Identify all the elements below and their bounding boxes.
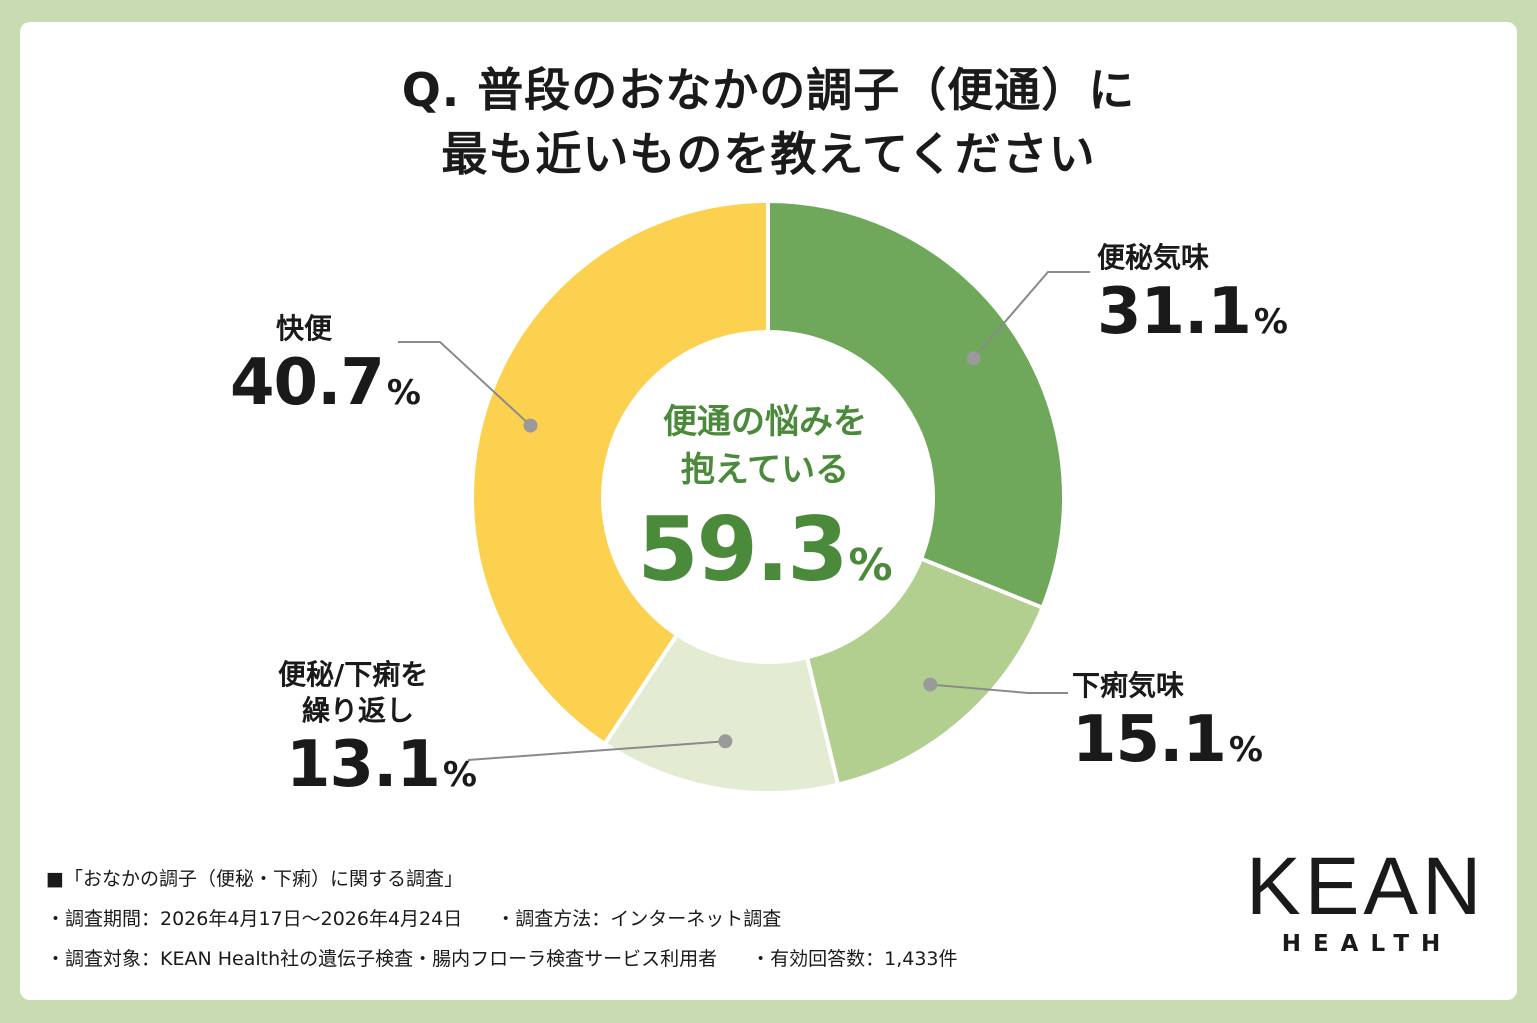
card-background [20,22,1517,1000]
slice-diarrhea [804,556,1046,788]
center-label-value: 59.3% [600,498,930,618]
label-diarrhea-unit: % [1228,730,1263,770]
center-label: 便通の悩みを 抱えている 59.3% [600,398,930,618]
leader-diarrhea [930,683,1068,694]
donut-slices [470,198,1066,795]
label-normal-number: 40.7 [230,346,385,420]
chart-title: Q. 普段のおなかの調子（便通）に 最も近いものを教えてください [0,58,1537,186]
label-normal-unit: % [386,373,421,413]
label-alternating-name-2: 繰り返し [302,694,415,727]
label-constipation-name: 便秘気味 [1097,241,1210,274]
label-constipation-number: 31.1 [1097,275,1252,349]
label-diarrhea-value: 15.1% [1072,704,1263,786]
label-alternating: 便秘/下痢を 繰り返し 13.1% [278,657,477,811]
center-value-unit: % [848,540,893,591]
center-value-number: 59.3 [637,498,848,601]
logo-sub: HEALTH [1281,931,1453,957]
label-alternating-value: 13.1% [286,729,477,811]
label-constipation-unit: % [1253,302,1288,342]
center-label-line-2: 抱えている [680,450,850,490]
leader-constipation [972,271,1090,359]
label-alternating-name-1: 便秘/下痢を [278,658,429,691]
label-normal-name: 快便 [276,312,333,345]
logo-word: KEAN [1246,841,1486,932]
label-diarrhea-number: 15.1 [1072,703,1227,777]
footer-survey-name: ■「おなかの調子（便秘・下痢）に関する調査」 [46,868,463,890]
leader-diarrhea-dot [923,677,938,692]
footer-line-2: ・調査期間：2026年4月17日〜2026年4月24日 ・調査方法：インターネット… [46,906,781,932]
label-diarrhea-name: 下痢気味 [1072,669,1185,702]
center-label-line-1: 便通の悩みを [663,402,867,442]
footer-method: ・調査方法：インターネット調査 [496,908,782,930]
slice-constipation [766,198,1066,611]
label-constipation: 便秘気味 31.1% [1097,240,1288,358]
footer-period: ・調査期間：2026年4月17日〜2026年4月24日 [46,908,463,930]
leader-constipation-dot [966,351,981,366]
leader-alternating [467,740,726,761]
label-diarrhea: 下痢気味 15.1% [1072,668,1263,786]
footer-line-3: ・調査対象：KEAN Health社の遺伝子検査・腸内フローラ検査サービス利用者… [46,946,958,972]
kean-health-logo: KEAN HEALTH [1246,841,1486,958]
label-alternating-number: 13.1 [286,728,441,802]
footer-responses: ・有効回答数：1,433件 [751,948,958,970]
title-line-2: 最も近いものを教えてください [441,127,1096,181]
label-normal-value: 40.7% [230,347,421,429]
slice-normal [470,198,770,747]
leader-lines [398,271,1090,761]
label-alternating-unit: % [442,755,477,795]
footer-target: ・調査対象：KEAN Health社の遺伝子検査・腸内フローラ検査サービス利用者 [46,948,718,970]
leader-normal-dot [523,418,538,433]
title-line-1: Q. 普段のおなかの調子（便通）に [401,63,1136,117]
label-normal: 快便 40.7% [230,311,421,429]
label-constipation-value: 31.1% [1097,276,1288,358]
leader-normal [398,341,532,427]
leader-alternating-dot [718,734,733,749]
